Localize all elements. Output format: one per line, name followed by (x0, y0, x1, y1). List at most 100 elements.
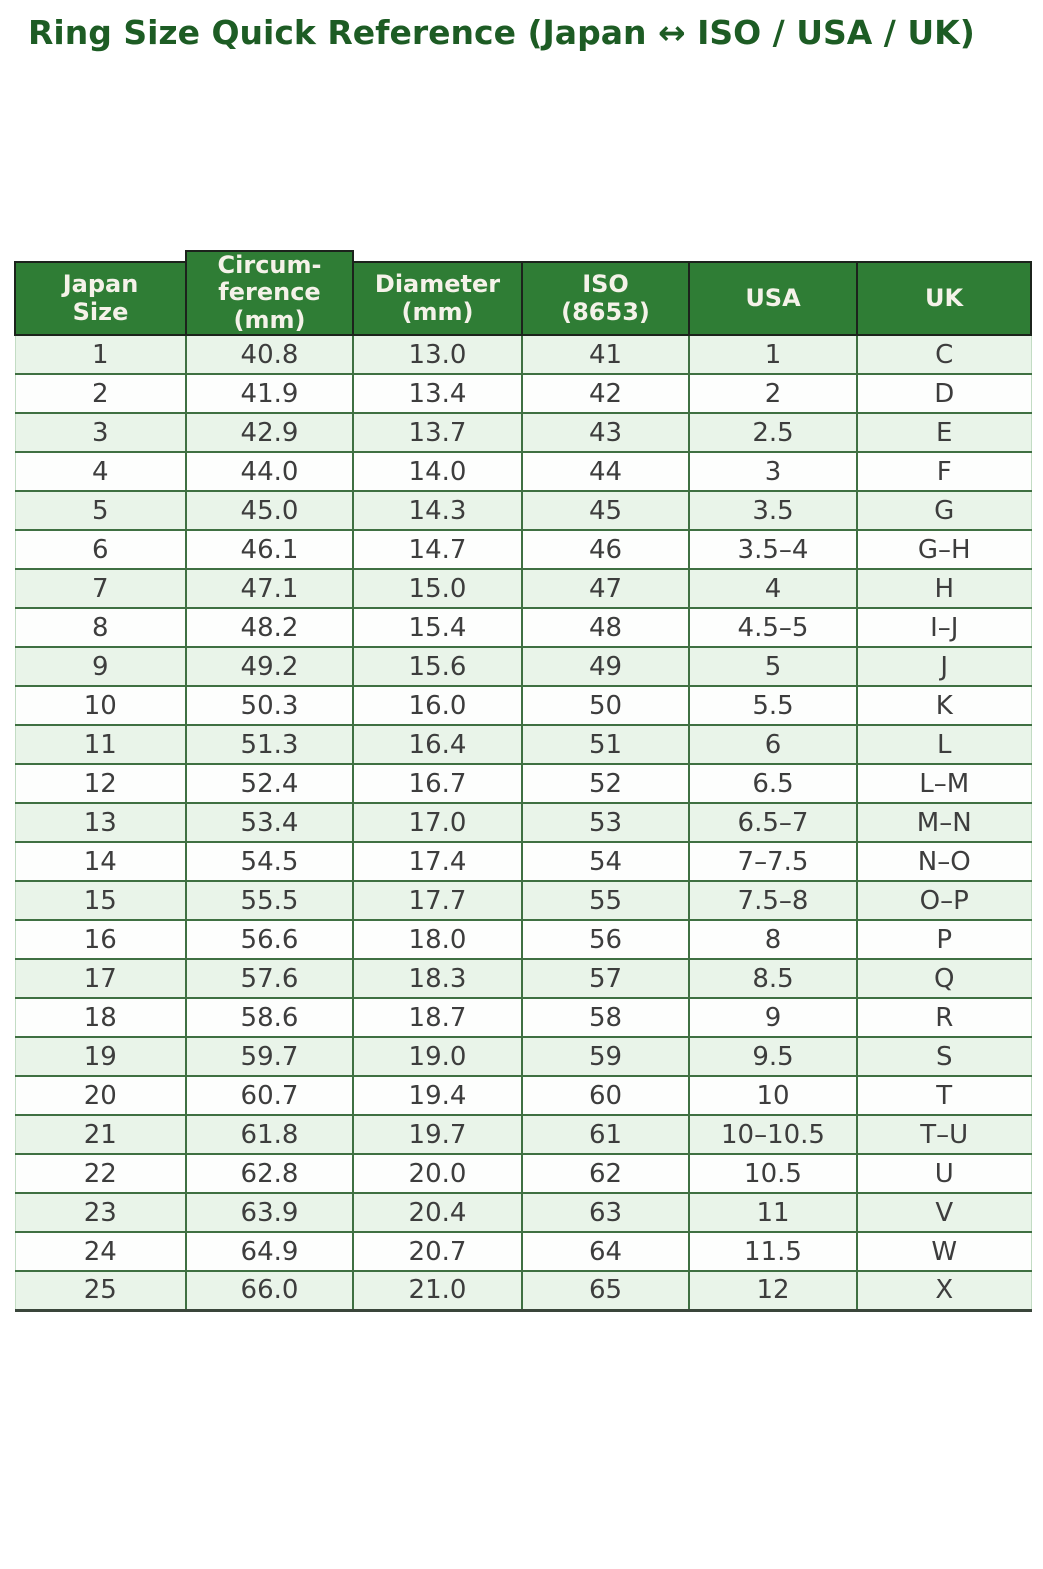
cell-usa: 11.5 (688, 1231, 858, 1272)
cell-diameter-mm: 16.0 (352, 685, 523, 726)
cell-usa: 6.5–7 (688, 802, 858, 843)
cell-diameter-mm: 19.4 (352, 1075, 523, 1116)
table-row: 18 58.6 18.7 58 9 R (14, 997, 1032, 1038)
cell-japan-size: 13 (14, 802, 187, 843)
table-row: 21 61.8 19.7 61 10–10.5 T–U (14, 1114, 1032, 1155)
cell-diameter-mm: 16.4 (352, 724, 523, 765)
cell-usa: 4.5–5 (688, 607, 858, 648)
cell-japan-size: 17 (14, 958, 187, 999)
cell-circumference-mm: 64.9 (185, 1231, 354, 1272)
cell-iso-8653: 42 (521, 373, 690, 414)
header-row: Japan Size Circum- ference (mm) Diameter… (14, 250, 1032, 336)
cell-circumference-mm: 60.7 (185, 1075, 354, 1116)
cell-uk: Q (856, 958, 1032, 999)
cell-circumference-mm: 58.6 (185, 997, 354, 1038)
cell-iso-8653: 62 (521, 1153, 690, 1194)
col-header-label: Diameter (mm) (374, 270, 501, 326)
cell-iso-8653: 58 (521, 997, 690, 1038)
cell-diameter-mm: 19.7 (352, 1114, 523, 1155)
table-row: 19 59.7 19.0 59 9.5 S (14, 1036, 1032, 1077)
cell-japan-size: 15 (14, 880, 187, 921)
table-row: 15 55.5 17.7 55 7.5–8 O–P (14, 880, 1032, 921)
cell-diameter-mm: 18.7 (352, 997, 523, 1038)
table-row: 10 50.3 16.0 50 5.5 K (14, 685, 1032, 726)
cell-uk: D (856, 373, 1032, 414)
cell-circumference-mm: 62.8 (185, 1153, 354, 1194)
cell-circumference-mm: 57.6 (185, 958, 354, 999)
cell-iso-8653: 44 (521, 451, 690, 492)
cell-japan-size: 25 (14, 1270, 187, 1312)
cell-japan-size: 22 (14, 1153, 187, 1194)
table-body: 1 40.8 13.0 41 1 C 2 41.9 13.4 42 2 D 3 42.9 13.7 43 2.5… (14, 334, 1032, 1312)
cell-uk: V (856, 1192, 1032, 1233)
table-row: 14 54.5 17.4 54 7–7.5 N–O (14, 841, 1032, 882)
cell-japan-size: 3 (14, 412, 187, 453)
cell-uk: U (856, 1153, 1032, 1194)
cell-iso-8653: 65 (521, 1270, 690, 1312)
cell-japan-size: 10 (14, 685, 187, 726)
cell-iso-8653: 52 (521, 763, 690, 804)
cell-usa: 8.5 (688, 958, 858, 999)
cell-usa: 9 (688, 997, 858, 1038)
cell-japan-size: 18 (14, 997, 187, 1038)
cell-circumference-mm: 44.0 (185, 451, 354, 492)
cell-usa: 9.5 (688, 1036, 858, 1077)
cell-circumference-mm: 40.8 (185, 334, 354, 375)
cell-iso-8653: 64 (521, 1231, 690, 1272)
cell-usa: 3.5 (688, 490, 858, 531)
cell-japan-size: 5 (14, 490, 187, 531)
table-row: 24 64.9 20.7 64 11.5 W (14, 1231, 1032, 1272)
cell-japan-size: 21 (14, 1114, 187, 1155)
cell-iso-8653: 53 (521, 802, 690, 843)
table-row: 8 48.2 15.4 48 4.5–5 I–J (14, 607, 1032, 648)
cell-diameter-mm: 18.0 (352, 919, 523, 960)
cell-circumference-mm: 51.3 (185, 724, 354, 765)
circumference-header-bulge: Circum- ference (mm) (185, 250, 354, 334)
cell-circumference-mm: 63.9 (185, 1192, 354, 1233)
cell-circumference-mm: 53.4 (185, 802, 354, 843)
cell-usa: 2 (688, 373, 858, 414)
table-row: 12 52.4 16.7 52 6.5 L–M (14, 763, 1032, 804)
cell-diameter-mm: 14.7 (352, 529, 523, 570)
cell-iso-8653: 51 (521, 724, 690, 765)
cell-uk: C (856, 334, 1032, 375)
cell-circumference-mm: 45.0 (185, 490, 354, 531)
cell-iso-8653: 41 (521, 334, 690, 375)
cell-usa: 10–10.5 (688, 1114, 858, 1155)
cell-usa: 5 (688, 646, 858, 687)
cell-diameter-mm: 13.7 (352, 412, 523, 453)
col-header-japan-size: Japan Size (14, 261, 187, 336)
table-row: 11 51.3 16.4 51 6 L (14, 724, 1032, 765)
cell-diameter-mm: 20.0 (352, 1153, 523, 1194)
table-row: 17 57.6 18.3 57 8.5 Q (14, 958, 1032, 999)
cell-uk: H (856, 568, 1032, 609)
table-row: 16 56.6 18.0 56 8 P (14, 919, 1032, 960)
table-wrap: Japan Size Circum- ference (mm) Diameter… (14, 250, 1032, 1312)
cell-diameter-mm: 18.3 (352, 958, 523, 999)
cell-uk: E (856, 412, 1032, 453)
cell-japan-size: 6 (14, 529, 187, 570)
cell-usa: 3 (688, 451, 858, 492)
cell-japan-size: 8 (14, 607, 187, 648)
table-row: 22 62.8 20.0 62 10.5 U (14, 1153, 1032, 1194)
table-row: 4 44.0 14.0 44 3 F (14, 451, 1032, 492)
cell-iso-8653: 55 (521, 880, 690, 921)
col-header-label: Japan Size (62, 270, 139, 326)
cell-uk: L–M (856, 763, 1032, 804)
table-row: 6 46.1 14.7 46 3.5–4 G–H (14, 529, 1032, 570)
cell-usa: 3.5–4 (688, 529, 858, 570)
cell-uk: P (856, 919, 1032, 960)
cell-circumference-mm: 49.2 (185, 646, 354, 687)
cell-iso-8653: 56 (521, 919, 690, 960)
cell-iso-8653: 57 (521, 958, 690, 999)
col-header-usa: USA (688, 261, 858, 336)
col-header-label: UK (924, 283, 964, 312)
cell-circumference-mm: 56.6 (185, 919, 354, 960)
cell-uk: F (856, 451, 1032, 492)
cell-diameter-mm: 21.0 (352, 1270, 523, 1312)
cell-diameter-mm: 19.0 (352, 1036, 523, 1077)
cell-japan-size: 9 (14, 646, 187, 687)
cell-diameter-mm: 16.7 (352, 763, 523, 804)
table-row: 5 45.0 14.3 45 3.5 G (14, 490, 1032, 531)
cell-diameter-mm: 13.4 (352, 373, 523, 414)
